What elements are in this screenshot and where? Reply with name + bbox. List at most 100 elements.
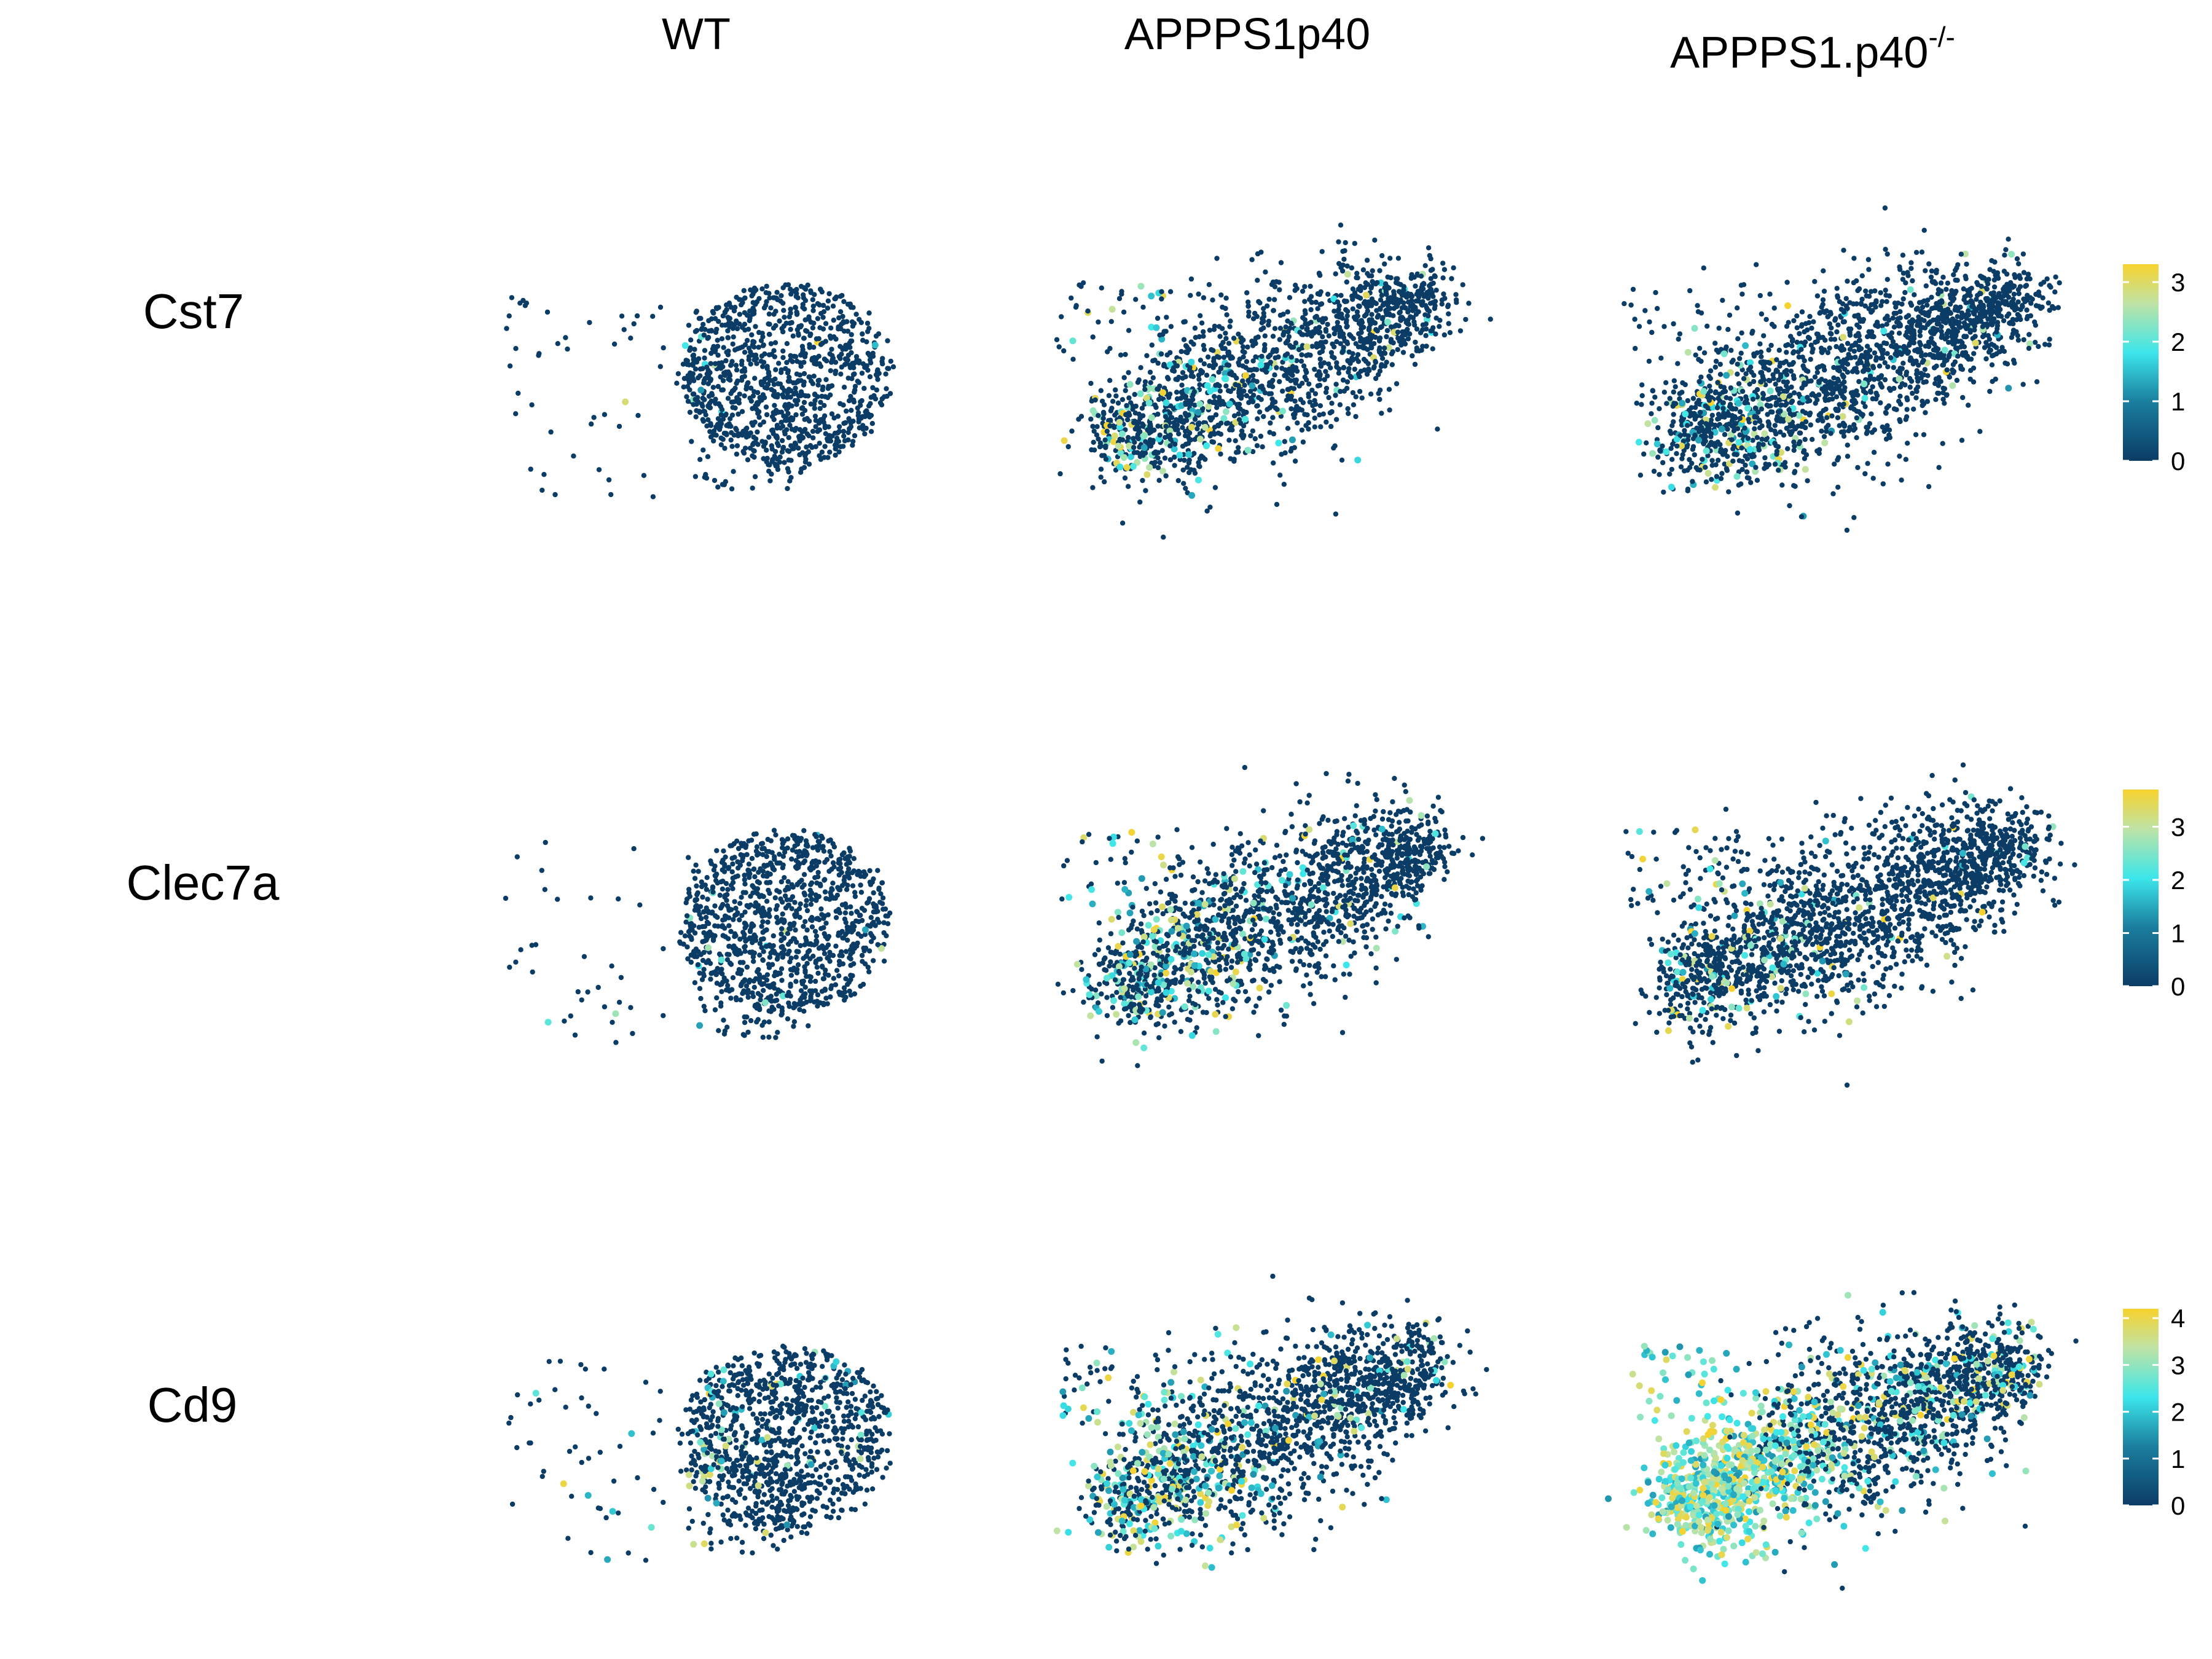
cell-point — [1757, 418, 1763, 424]
cell-point — [1159, 289, 1164, 294]
cell-point — [1107, 423, 1113, 429]
cell-point — [1839, 347, 1845, 353]
cell-point — [1947, 292, 1953, 298]
cell-point — [1814, 293, 1821, 299]
cell-point — [732, 385, 738, 391]
cell-point — [1198, 313, 1203, 318]
cell-point — [1685, 398, 1690, 404]
cell-point — [1069, 428, 1075, 434]
cell-point — [1982, 332, 1987, 338]
cell-point — [1731, 443, 1737, 449]
cell-point — [1224, 362, 1230, 367]
cell-point — [1116, 418, 1123, 426]
cell-point — [1342, 248, 1347, 254]
cell-point — [1802, 380, 1807, 386]
cell-point — [774, 295, 779, 301]
cell-point — [774, 289, 780, 295]
cell-point — [1914, 389, 1920, 394]
cell-point — [708, 327, 715, 333]
cell-point — [799, 343, 806, 349]
cell-point — [2015, 337, 2022, 343]
cell-point — [1155, 455, 1161, 461]
cell-point — [819, 449, 825, 455]
cell-point — [1835, 457, 1840, 463]
cell-point — [1676, 336, 1681, 342]
cell-point — [732, 305, 738, 310]
cell-point — [1703, 479, 1709, 485]
cell-point — [802, 407, 808, 414]
cell-point — [1768, 409, 1774, 415]
cell-point — [1148, 429, 1154, 435]
cell-point — [798, 901, 803, 907]
cell-point — [1181, 337, 1187, 342]
cell-point — [1845, 340, 1851, 347]
cell-point — [1226, 340, 1232, 346]
cell-point — [728, 362, 734, 367]
cell-point — [750, 485, 755, 491]
cell-point — [711, 438, 716, 444]
cell-point — [713, 345, 718, 351]
cell-point — [775, 466, 781, 473]
cell-point — [1728, 348, 1734, 353]
cell-point — [1936, 465, 1942, 470]
cell-point — [774, 441, 780, 446]
cell-point — [2028, 313, 2034, 319]
cell-point — [801, 292, 806, 297]
cell-point — [1728, 385, 1733, 391]
cell-point — [691, 352, 697, 358]
cell-point — [1905, 334, 1910, 340]
cell-point — [1920, 398, 1925, 404]
cell-point — [1285, 338, 1291, 343]
cell-point — [1921, 432, 1927, 437]
cell-point — [697, 457, 703, 462]
cell-point — [806, 314, 812, 320]
cell-point — [1323, 339, 1328, 345]
cell-point — [748, 385, 754, 391]
cell-point — [787, 478, 793, 484]
cell-point — [1900, 345, 1907, 350]
cell-point — [710, 385, 716, 390]
cell-point — [766, 331, 772, 337]
cell-point — [1120, 437, 1126, 442]
cell-point — [757, 952, 763, 958]
cell-point — [591, 415, 597, 420]
cell-point — [1441, 267, 1448, 272]
cell-point — [1805, 394, 1810, 400]
cell-point — [1292, 398, 1298, 404]
cell-point — [1378, 307, 1383, 312]
cell-point — [834, 436, 840, 441]
cell-point — [1166, 417, 1171, 423]
cell-point — [1395, 329, 1401, 335]
cell-point — [887, 391, 893, 396]
cell-point — [1980, 302, 1986, 308]
cell-point — [1873, 355, 1880, 361]
cell-point — [1778, 429, 1783, 435]
cell-point — [1743, 399, 1749, 405]
cell-point — [1339, 457, 1345, 463]
cell-point — [1238, 420, 1244, 426]
cell-point — [1752, 414, 1757, 420]
cell-point — [1179, 348, 1184, 355]
cell-point — [851, 856, 857, 861]
cell-point — [1221, 375, 1228, 382]
cell-point — [1261, 367, 1267, 373]
cell-point — [704, 364, 710, 370]
cell-point — [1223, 421, 1230, 426]
cell-point — [1857, 337, 1862, 343]
cell-point — [1900, 253, 1906, 258]
cell-point — [1881, 428, 1887, 434]
cell-point — [1664, 401, 1669, 406]
cell-point — [1758, 359, 1763, 365]
cell-point — [1244, 393, 1250, 399]
cell-point — [825, 394, 831, 401]
cell-point — [1792, 443, 1797, 449]
cell-point — [1261, 414, 1266, 420]
cell-point — [783, 282, 788, 288]
cell-point — [1960, 394, 1966, 401]
cell-point — [1335, 308, 1341, 314]
cell-point — [1642, 308, 1648, 313]
cell-point — [1687, 457, 1692, 463]
cell-point — [751, 311, 757, 316]
cell-point — [1713, 462, 1719, 468]
cell-point — [1156, 477, 1162, 483]
